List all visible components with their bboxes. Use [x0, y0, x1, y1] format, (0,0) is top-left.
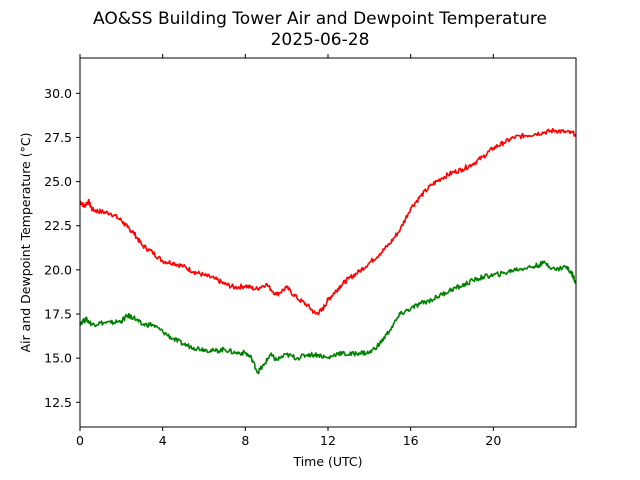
x-axis-label: Time (UTC): [292, 454, 362, 469]
series-layer: [79, 128, 577, 375]
y-tick-label: 22.5: [44, 218, 72, 233]
plot-frame: [79, 57, 577, 428]
ticks-layer: 0 4 8 12 16 20 12.5 15.0 17.5 20.0 22.5 25.0 27.5 30.…: [44, 54, 501, 448]
y-tick-label: 17.5: [44, 307, 72, 322]
x-tick-label: 0: [76, 433, 84, 448]
y-tick-label: 30.0: [44, 86, 72, 101]
x-tick-label: 12: [320, 433, 336, 448]
x-tick-label: 4: [159, 433, 167, 448]
y-tick-label: 20.0: [44, 262, 72, 277]
series-line-2: [79, 260, 577, 375]
y-tick-label: 12.5: [44, 395, 72, 410]
y-tick-label: 15.0: [44, 351, 72, 366]
x-tick-label: 20: [485, 433, 501, 448]
y-tick-label: 27.5: [44, 130, 72, 145]
x-tick-label: 16: [403, 433, 419, 448]
chart-subtitle: 2025-06-28: [271, 30, 370, 50]
y-axis-label: Air and Dewpoint Temperature (°C): [18, 133, 33, 353]
chart-title: AO&SS Building Tower Air and Dewpoint Te…: [93, 9, 547, 29]
y-tick-label: 25.0: [44, 174, 72, 189]
x-tick-label: 8: [241, 433, 249, 448]
series-line-1: [79, 128, 577, 316]
